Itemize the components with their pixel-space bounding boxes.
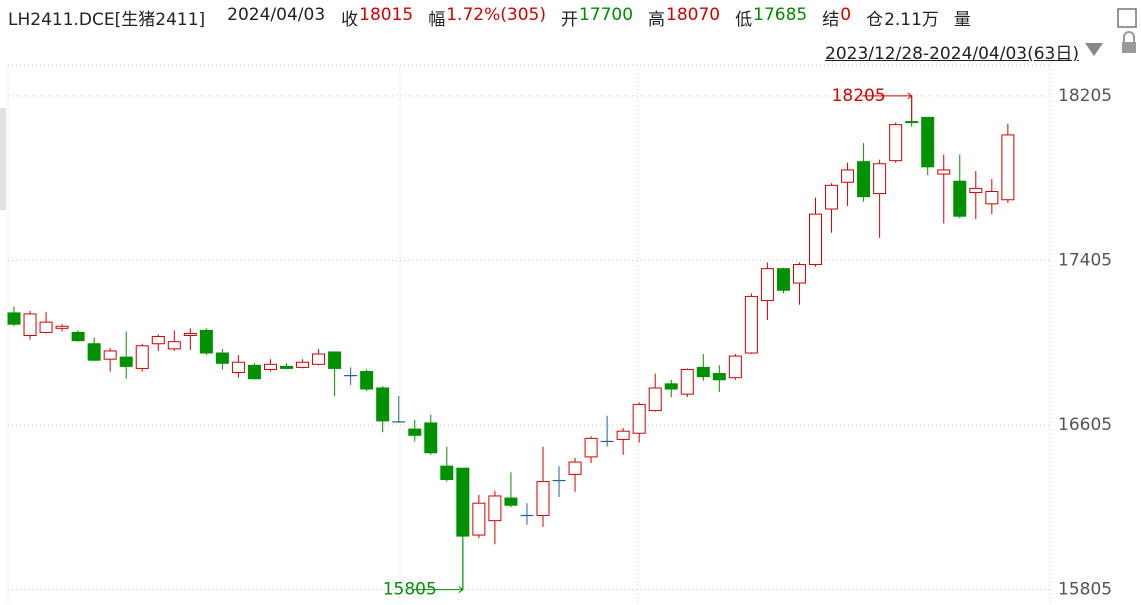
candle-body: [312, 353, 326, 365]
candle-body: [328, 351, 342, 369]
lock-shackle: [1123, 31, 1135, 42]
candle-body: [360, 371, 374, 390]
symbol: LH2411.DCE[生猪2411]: [8, 10, 206, 30]
candle-body: [488, 495, 502, 522]
candle-body: [247, 364, 261, 380]
lock-body: [1122, 42, 1136, 53]
candle-body: [215, 352, 229, 364]
candle-body: [744, 295, 758, 354]
candle-body: [472, 502, 486, 536]
field-value: 17700: [578, 5, 634, 25]
header: LH2411.DCE[生猪2411] 2024/04/03 收 18015 幅 1.72%…: [8, 5, 971, 30]
candle-body: [889, 124, 903, 162]
candle-body: [103, 350, 117, 360]
candle-body: [71, 331, 85, 342]
dropdown-icon[interactable]: [1085, 43, 1103, 56]
field-value: 2.11万: [884, 10, 939, 30]
candle-body: [135, 345, 149, 369]
candle-body: [504, 497, 518, 506]
y-tick-label: 18205: [1058, 86, 1112, 106]
lock-icon[interactable]: [1117, 8, 1137, 53]
scroll-handle[interactable]: [0, 108, 6, 210]
candle-body: [937, 169, 951, 175]
candle-body: [376, 387, 390, 422]
candle-body: [280, 365, 294, 369]
candle-body: [263, 363, 277, 370]
candle-body: [841, 169, 855, 183]
candle-body: [424, 422, 438, 454]
candle-body: [119, 356, 133, 367]
field-label: 低: [735, 10, 753, 30]
candle-body: [55, 325, 69, 329]
field-label: 开: [560, 10, 578, 30]
candle-body: [183, 332, 197, 337]
field-label: 高: [648, 10, 666, 30]
candle-body: [712, 373, 726, 381]
candle-body: [776, 268, 790, 291]
candle-body: [199, 329, 213, 354]
field-label: 量: [953, 10, 971, 30]
candle-body: [440, 465, 454, 481]
annotation-label: 15805: [383, 580, 437, 600]
candle-body: [680, 368, 694, 395]
field-value: 17685: [753, 5, 808, 25]
candle-body: [760, 268, 774, 302]
candle-body: [568, 461, 582, 475]
candle-body: [408, 428, 422, 436]
candle-body: [39, 321, 53, 333]
candle-body: [456, 467, 470, 537]
candle-body: [921, 116, 935, 168]
candle-body: [648, 387, 662, 412]
candle-body: [1001, 134, 1015, 201]
date: 2024/04/03: [227, 5, 326, 25]
field-value: 18015: [359, 5, 414, 25]
y-tick-label: 16605: [1058, 415, 1112, 435]
field-value: 18070: [666, 5, 721, 25]
field-label: 仓: [866, 10, 884, 30]
candle-body: [231, 361, 245, 374]
candle-body: [809, 213, 822, 266]
candle-body: [664, 383, 678, 390]
field-label: 收: [341, 10, 359, 30]
candle-body: [873, 163, 887, 195]
field-value: 1.72%(305): [446, 5, 546, 25]
candle-body: [616, 430, 630, 440]
annotation-arrow: [907, 92, 913, 100]
candle-body: [23, 313, 37, 337]
y-tick-label: 15805: [1058, 580, 1112, 600]
icon-frame: [1117, 8, 1137, 28]
date-range[interactable]: 2023/12/28-2024/04/03(63日): [825, 44, 1079, 64]
candle-body: [792, 264, 806, 284]
candle-body: [167, 341, 181, 350]
candle-body: [728, 355, 742, 379]
candle-body: [536, 481, 550, 517]
candle-body: [7, 312, 21, 325]
candle-body: [584, 437, 598, 458]
annotation-label: 18205: [832, 86, 886, 106]
candle-body: [969, 187, 983, 194]
candle-body: [953, 180, 967, 217]
candle-body: [985, 191, 999, 205]
candle-body: [696, 366, 710, 378]
field-label: 结: [822, 10, 840, 30]
field-label: 幅: [428, 10, 446, 30]
field-value: 0: [840, 5, 852, 25]
candle-body: [825, 184, 839, 210]
candle-body: [632, 403, 646, 434]
candle-body: [296, 361, 310, 368]
candle-body: [151, 336, 165, 345]
candle-body: [857, 161, 871, 198]
y-tick-label: 17405: [1058, 250, 1112, 270]
candle-body: [87, 343, 101, 361]
